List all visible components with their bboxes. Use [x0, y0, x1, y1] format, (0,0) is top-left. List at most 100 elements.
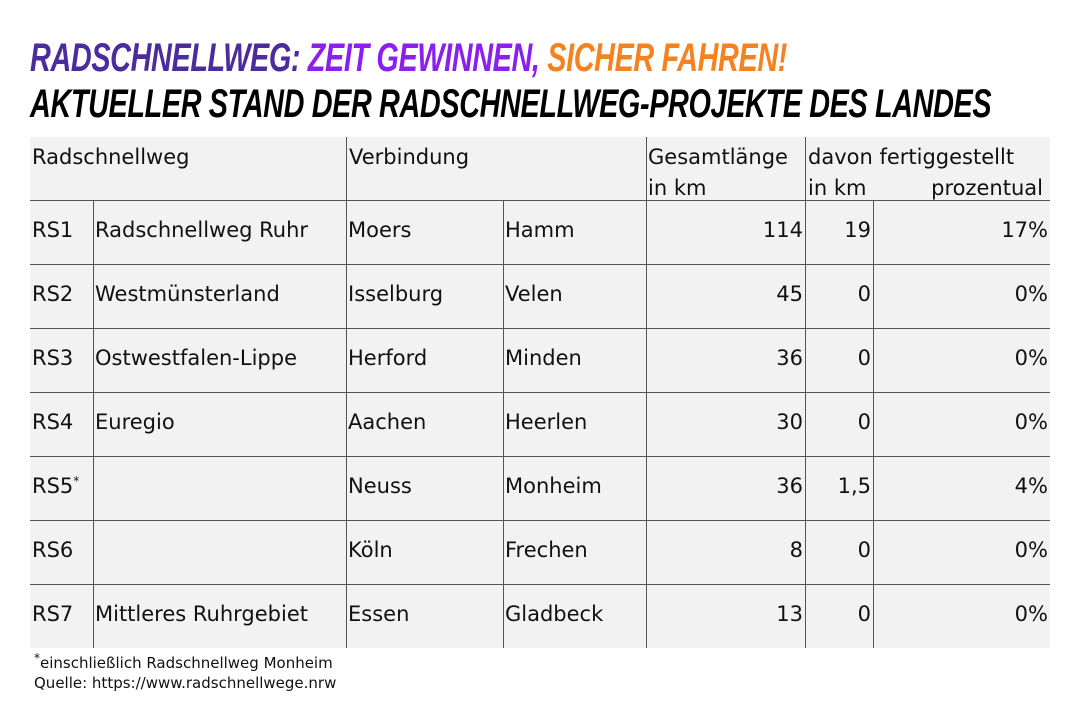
cell-text: 0%: [1014, 282, 1048, 306]
header-cell: in km: [808, 176, 867, 200]
note-marker: *: [73, 474, 80, 488]
cell-text: 36: [776, 346, 803, 370]
cell-text: 114: [762, 218, 803, 242]
cell-text: RS3: [32, 346, 74, 370]
row-divider: [30, 200, 1050, 201]
table-cell: 36: [776, 346, 803, 370]
cell-text: 0%: [1014, 538, 1048, 562]
table-cell: RS7: [32, 602, 73, 626]
table-cell: 1,5: [838, 474, 871, 498]
table-cell: 0%: [1015, 346, 1048, 370]
column-divider: [503, 200, 504, 648]
header-cell: Radschnellweg: [32, 145, 190, 169]
cell-text: Herford: [348, 346, 428, 370]
cell-text: RS5: [32, 474, 74, 498]
column-divider: [93, 200, 94, 648]
title-part: RADSCHNELLWEG:: [30, 36, 301, 80]
table-cell: Heerlen: [505, 410, 587, 434]
table-cell: 0: [858, 346, 871, 370]
table-cell: Velen: [505, 282, 563, 306]
row-divider: [30, 520, 1050, 521]
cell-text: Westmünsterland: [95, 282, 280, 306]
table-cell: 0%: [1015, 538, 1048, 562]
cell-text: RS7: [32, 602, 74, 626]
table-cell: 0: [858, 282, 871, 306]
cell-text: 36: [776, 474, 803, 498]
table-cell: 13: [776, 602, 803, 626]
cell-text: Moers: [348, 218, 412, 242]
cell-text: Minden: [505, 346, 582, 370]
table-cell: RS1: [32, 218, 73, 242]
row-divider: [30, 264, 1050, 265]
table-cell: Westmünsterland: [95, 282, 280, 306]
table-cell: 0%: [1015, 282, 1048, 306]
table-cell: Monheim: [505, 474, 602, 498]
table-cell: 0%: [1015, 602, 1048, 626]
cell-text: Köln: [348, 538, 393, 562]
table-cell: Gladbeck: [505, 602, 603, 626]
table-cell: Isselburg: [348, 282, 443, 306]
subtitle: AKTUELLER STAND DER RADSCHNELLWEG-PROJEK…: [30, 82, 992, 126]
cell-text: Isselburg: [348, 282, 444, 306]
table-cell: 19: [844, 218, 871, 242]
header-cell: prozentual: [931, 176, 1043, 200]
table-cell: 45: [776, 282, 803, 306]
header-cell: Verbindung: [349, 145, 470, 169]
cell-text: Gladbeck: [505, 602, 604, 626]
cell-text: Hamm: [505, 218, 575, 242]
table-cell: Essen: [348, 602, 409, 626]
footnote-marker: *: [34, 651, 40, 665]
cell-text: 0: [857, 602, 871, 626]
table-cell: 30: [776, 410, 803, 434]
cell-text: 8: [789, 538, 803, 562]
cell-text: Radschnellweg Ruhr: [95, 218, 309, 242]
cell-text: 0: [857, 282, 871, 306]
cell-text: 13: [776, 602, 803, 626]
header-cell: davon fertiggestellt: [808, 145, 1015, 169]
cell-text: Monheim: [505, 474, 602, 498]
cell-text: RS1: [32, 218, 74, 242]
column-divider: [873, 200, 874, 648]
cell-text: 0: [857, 410, 871, 434]
table-cell: Minden: [505, 346, 582, 370]
row-divider: [30, 392, 1050, 393]
table-cell: 4%: [1015, 474, 1048, 498]
table-cell: Aachen: [348, 410, 426, 434]
cell-text: 0%: [1014, 346, 1048, 370]
table-cell: RS5*: [32, 474, 79, 498]
table-cell: Moers: [348, 218, 411, 242]
cell-text: 17%: [1001, 218, 1048, 242]
table-cell: 36: [776, 474, 803, 498]
cell-text: 0%: [1014, 602, 1048, 626]
cell-text: 4%: [1014, 474, 1048, 498]
table-cell: Mittleres Ruhrgebiet: [95, 602, 308, 626]
cell-text: Essen: [348, 602, 410, 626]
row-divider: [30, 328, 1050, 329]
cell-text: Mittleres Ruhrgebiet: [95, 602, 308, 626]
header-cell: in km: [648, 176, 707, 200]
table-cell: Neuss: [348, 474, 412, 498]
cell-text: Neuss: [348, 474, 412, 498]
cell-text: Ostwestfalen-Lippe: [95, 346, 297, 370]
table-cell: Ostwestfalen-Lippe: [95, 346, 297, 370]
table-cell: 17%: [1001, 218, 1048, 242]
cell-text: Velen: [505, 282, 563, 306]
table-cell: Hamm: [505, 218, 575, 242]
header-cell: Gesamtlänge: [648, 145, 788, 169]
cell-text: RS4: [32, 410, 74, 434]
cell-text: 45: [776, 282, 803, 306]
title-part: ZEIT GEWINNEN,: [307, 36, 540, 80]
cell-text: 1,5: [837, 474, 871, 498]
cell-text: 30: [776, 410, 803, 434]
cell-text: 0: [857, 346, 871, 370]
column-divider: [346, 200, 347, 648]
table-cell: Frechen: [505, 538, 588, 562]
title-part: SICHER FAHREN!: [547, 36, 788, 80]
cell-text: Heerlen: [505, 410, 588, 434]
table-cell: Herford: [348, 346, 427, 370]
table-cell: RS6: [32, 538, 73, 562]
table-cell: 0%: [1015, 410, 1048, 434]
table: Radschnellweg Verbindung Gesamtlänge in km d…: [30, 137, 1050, 648]
column-divider: [646, 137, 647, 200]
